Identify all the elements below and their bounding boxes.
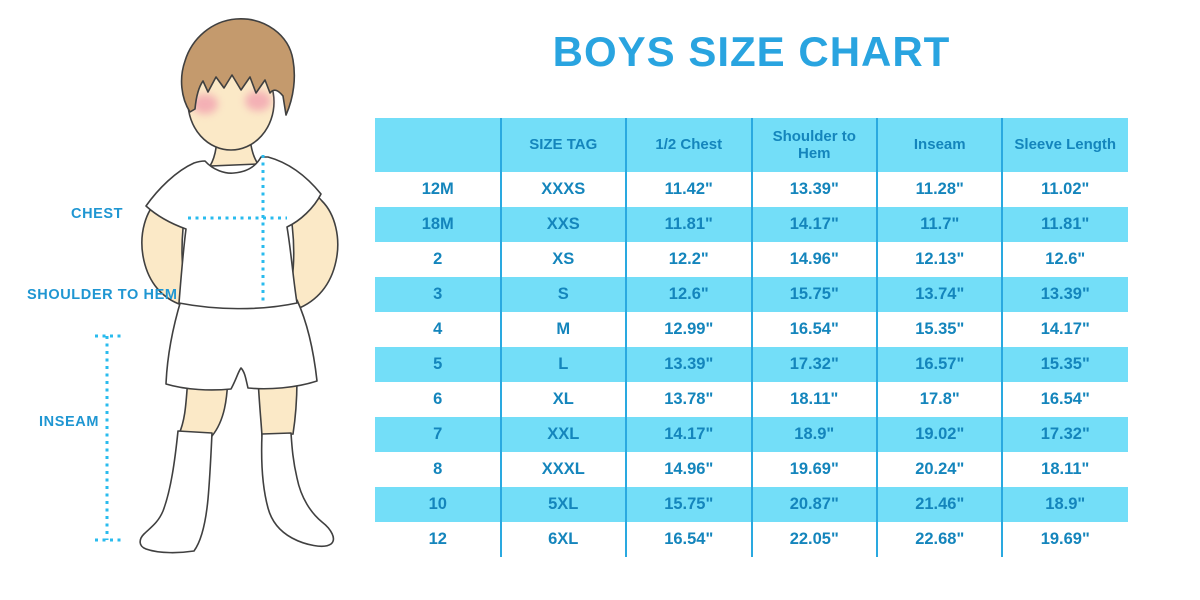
measurement-cell: 14.96" xyxy=(664,460,714,478)
measurement-cell: 12.6" xyxy=(1045,250,1086,268)
size-table: SIZE TAG 1/2 Chest Shoulder to Hem Insea… xyxy=(375,118,1128,557)
tshirt-shape xyxy=(145,156,322,310)
column-divider xyxy=(876,118,878,557)
chest-label: CHEST xyxy=(71,206,124,222)
column-divider xyxy=(750,118,753,557)
column-divider xyxy=(1001,118,1004,557)
size-cell: 4 xyxy=(433,320,443,338)
measurement-cell: 6XL xyxy=(548,530,579,548)
measurement-cell: 14.17" xyxy=(664,425,714,443)
measurement-cell: 22.68" xyxy=(915,530,965,548)
measurement-cell: 14.17" xyxy=(1040,320,1090,338)
measurement-cell: 13.39" xyxy=(1040,285,1090,303)
measurement-cell: 18.11" xyxy=(790,390,839,408)
measurement-cell: 15.75" xyxy=(664,495,714,513)
size-cell: 12M xyxy=(421,180,454,198)
measurement-cell: 20.87" xyxy=(789,495,839,513)
left-sock-shape xyxy=(139,430,213,554)
header-cell-sleeve: Sleeve Length xyxy=(1014,136,1117,154)
size-cell: 3 xyxy=(433,285,443,303)
inseam-measure-line xyxy=(95,334,121,542)
measurement-cell: XXS xyxy=(546,215,580,233)
right-cheek xyxy=(245,91,271,111)
measurement-cell: 19.02" xyxy=(915,425,965,443)
measurement-cell: 14.17" xyxy=(789,215,839,233)
column-divider xyxy=(624,118,627,557)
measurement-cell: 18.11" xyxy=(1041,460,1090,478)
header-cell-size-tag: SIZE TAG xyxy=(529,136,598,154)
measurement-cell: 11.7" xyxy=(920,215,960,233)
measurement-cell: 20.24" xyxy=(915,460,965,478)
measurement-cell: 11.28" xyxy=(915,180,964,198)
measurement-cell: 18.9" xyxy=(794,425,835,443)
measurement-cell: 17.8" xyxy=(919,390,960,408)
measurement-cell: 12.2" xyxy=(668,250,709,268)
size-cell: 7 xyxy=(433,425,443,443)
measurement-cell: S xyxy=(557,285,569,303)
measurement-cell: XS xyxy=(552,250,575,268)
measurement-cell: 14.96" xyxy=(789,250,839,268)
shorts-shape xyxy=(165,299,318,391)
measurement-cell: XXXL xyxy=(541,460,585,478)
header-cell-inseam: Inseam xyxy=(913,136,966,154)
right-sock-shape xyxy=(260,432,335,547)
size-cell: 18M xyxy=(421,215,454,233)
measurement-cell: 5XL xyxy=(548,495,579,513)
measurement-cell: 16.54" xyxy=(1040,390,1090,408)
right-leg-shape xyxy=(257,377,298,437)
measurement-cell: 17.32" xyxy=(1040,425,1090,443)
measurement-cell: 11.81" xyxy=(1041,215,1090,233)
measurement-cell: 13.39" xyxy=(789,180,839,198)
measurement-cell: 21.46" xyxy=(915,495,965,513)
boy-figure-illustration xyxy=(95,18,339,554)
size-cell: 2 xyxy=(433,250,443,268)
measurement-cell: XXL xyxy=(547,425,580,443)
shoulder-to-hem-label: SHOULDER TO HEM xyxy=(27,287,178,303)
measurement-cell: 18.9" xyxy=(1045,495,1086,513)
measurement-cell: 12.13" xyxy=(915,250,965,268)
measurement-cell: 16.54" xyxy=(664,530,714,548)
size-cell: 10 xyxy=(428,495,447,513)
size-cell: 6 xyxy=(433,390,443,408)
hair-shape xyxy=(180,18,296,116)
inseam-label: INSEAM xyxy=(39,414,99,430)
measurement-cell: M xyxy=(556,320,571,338)
size-cell: 5 xyxy=(433,355,443,373)
measurement-cell: 11.02" xyxy=(1041,180,1090,198)
measurement-cell: 12.99" xyxy=(664,320,714,338)
measurement-cell: XXXS xyxy=(541,180,586,198)
measurement-cell: 15.75" xyxy=(789,285,839,303)
measurement-cell: L xyxy=(558,355,569,373)
size-cell: 8 xyxy=(433,460,443,478)
left-cheek xyxy=(192,94,218,114)
measurement-cell: 16.57" xyxy=(915,355,965,373)
measurement-cell: XL xyxy=(552,390,574,408)
measurement-cell: 19.69" xyxy=(789,460,839,478)
measurement-cell: 13.74" xyxy=(915,285,965,303)
page-title: BOYS SIZE CHART xyxy=(552,28,951,75)
column-divider xyxy=(499,118,502,557)
measurement-cell: 12.6" xyxy=(668,285,709,303)
header-cell-half-chest: 1/2 Chest xyxy=(655,136,723,154)
measurement-cell: 11.81" xyxy=(664,215,713,233)
measurement-cell: 16.54" xyxy=(789,320,839,338)
header-cell-blank xyxy=(375,118,501,172)
measurement-cell: 19.69" xyxy=(1040,530,1090,548)
measurement-cell: 13.39" xyxy=(664,355,714,373)
measurement-cell: 15.35" xyxy=(1040,355,1090,373)
measurement-cell: 13.78" xyxy=(664,390,714,408)
measurement-cell: 17.32" xyxy=(789,355,839,373)
measurement-cell: 11.42" xyxy=(664,180,713,198)
header-cell-shoulder-hem: Shoulder to Hem xyxy=(772,127,856,162)
size-cell: 12 xyxy=(428,530,447,548)
measurement-cell: 22.05" xyxy=(789,530,839,548)
measurement-cell: 15.35" xyxy=(915,320,965,338)
